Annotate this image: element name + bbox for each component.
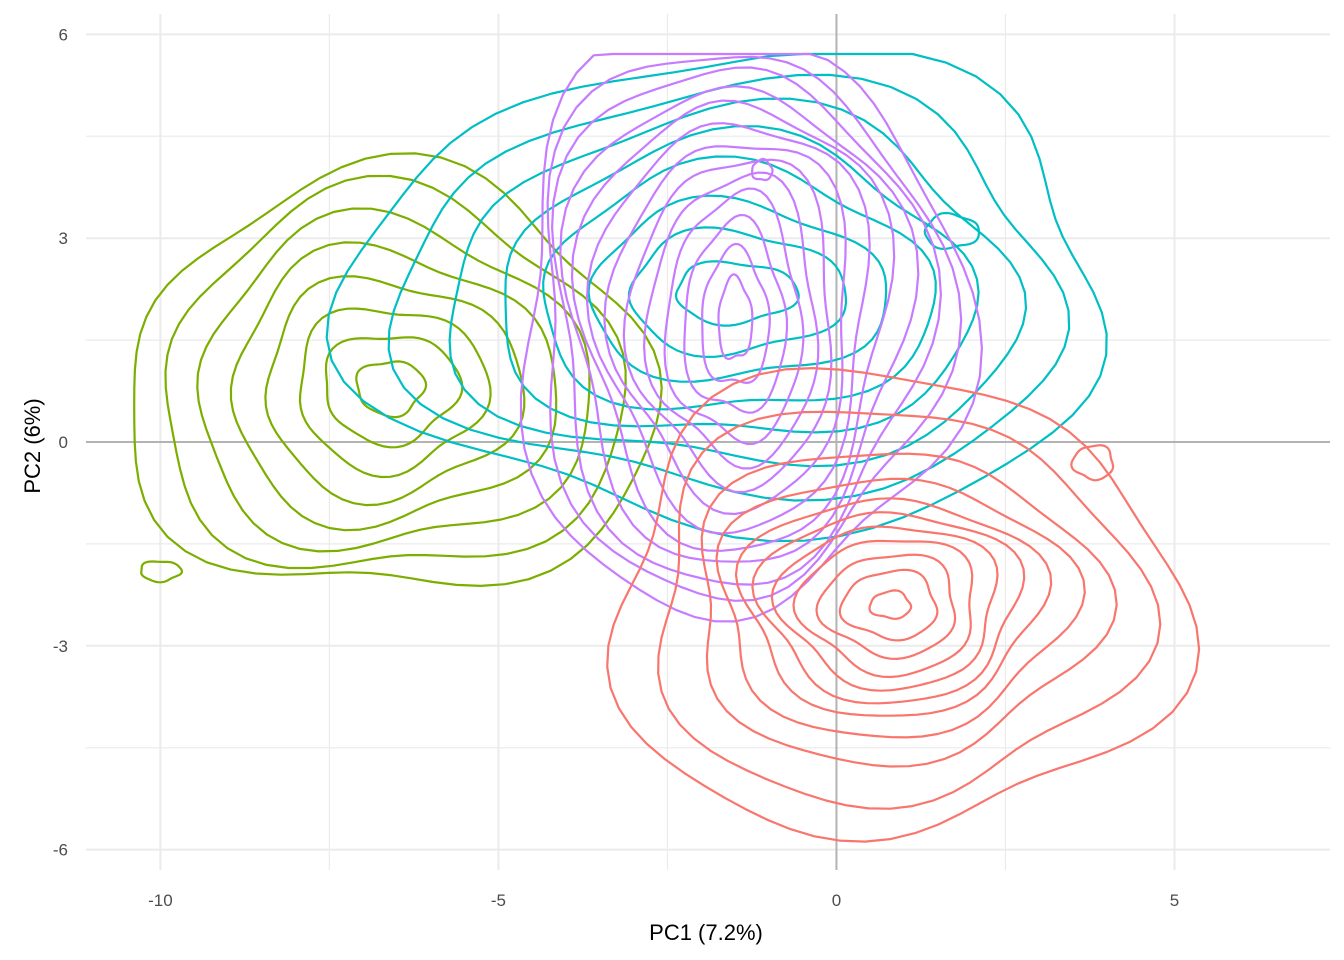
y-axis-tick-labels: -6 -3 0 3 6 [53,25,68,859]
contour-line [196,207,591,553]
contour-line [546,55,963,602]
contour-line [792,539,974,679]
contour-line [606,367,1201,843]
contour-line [355,360,428,419]
minor-gridlines [86,14,1330,870]
contour-line [504,125,980,434]
y-tick-label: 6 [59,25,68,44]
x-tick-label: 5 [1170,891,1179,910]
contour-line [868,589,913,620]
contour-line [570,99,896,552]
contour-line [751,511,1026,705]
contour-line [657,410,1162,810]
contour-line [715,477,1086,739]
x-tick-label: -5 [491,891,506,910]
contour-line [559,85,920,563]
contour-line [751,157,774,182]
contour-line [585,122,871,535]
contour-line [734,497,1053,717]
y-axis-title: PC2 (6%) [20,398,45,493]
contour-line [603,145,847,516]
contour-line [229,241,558,532]
contour-line [770,525,999,692]
contour-line [587,194,888,383]
contour-line [815,553,957,660]
density-contours [133,52,1201,843]
contour-series [133,152,663,587]
x-axis-tick-labels: -10 -5 0 5 [148,891,1179,910]
contour-line [519,52,983,623]
contour-series [606,367,1201,843]
y-tick-label: 0 [59,433,68,452]
contour-line [717,273,754,360]
contour-series [519,52,983,623]
contour-line [140,560,183,584]
contour-line [627,226,847,358]
contour-line [683,214,789,414]
contour-line [923,211,980,250]
contour-line [1070,444,1115,482]
contour-line [663,187,805,446]
contour-line [700,452,1118,768]
x-axis-title: PC1 (7.2%) [649,920,763,945]
contour-line [542,155,937,411]
x-tick-label: -10 [148,891,173,910]
y-tick-label: -6 [53,841,68,860]
contour-line [164,174,627,570]
contour-line [838,568,939,642]
contour-line [264,275,526,507]
contour-line [643,171,820,470]
reference-lines [86,14,1330,870]
contour-line [298,307,492,479]
contour-line [674,260,800,327]
contour-line [324,336,464,449]
contour-line [701,242,771,384]
x-tick-label: 0 [832,891,841,910]
y-tick-label: 3 [59,229,68,248]
y-tick-label: -3 [53,637,68,656]
contour-line [133,152,663,587]
